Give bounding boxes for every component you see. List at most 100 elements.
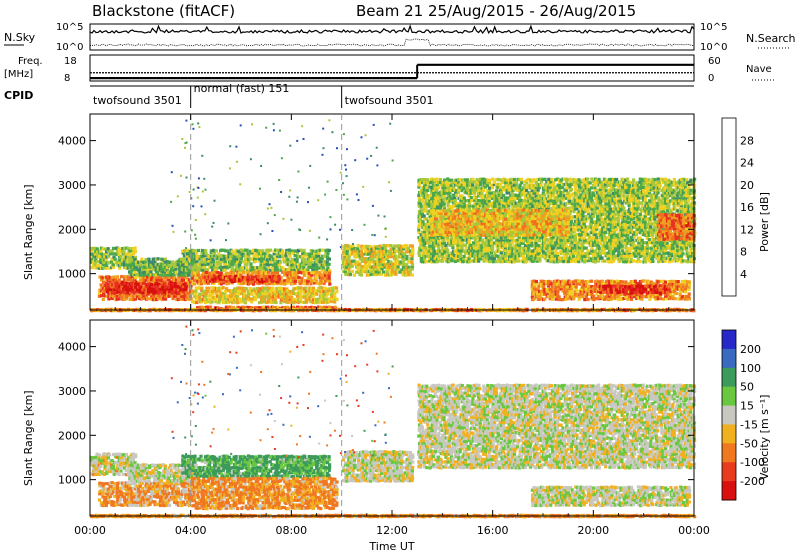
echo-cell	[134, 282, 138, 286]
echo-cell	[246, 257, 250, 261]
echo-cell	[490, 238, 494, 242]
echo-cell	[541, 177, 545, 181]
echo-cell	[151, 273, 155, 277]
echo-cell	[265, 292, 269, 296]
echo-cell	[295, 257, 299, 261]
echo-cell	[493, 201, 497, 205]
echo-cell	[392, 244, 397, 248]
echo-cell	[124, 275, 128, 279]
echo-cell	[503, 201, 507, 206]
echo-cell	[187, 291, 191, 295]
echo-cell	[221, 277, 225, 282]
echo-cell	[422, 225, 426, 229]
echo-cell	[374, 259, 378, 263]
nsky-line	[89, 24, 695, 35]
echo-cell	[297, 255, 301, 259]
echo-cell	[300, 249, 304, 253]
echo-cell	[124, 278, 128, 282]
echo-cell	[457, 188, 461, 192]
echo-cell	[406, 270, 411, 274]
echo-cell	[534, 189, 538, 193]
echo-cell	[549, 260, 553, 264]
echo-cell	[372, 247, 376, 251]
nsearch-tick-top: 10^5	[700, 22, 727, 33]
echo-cell	[238, 255, 242, 259]
echo-cell	[322, 297, 326, 301]
echo-cell	[171, 268, 175, 272]
echo-cell	[471, 177, 475, 181]
echo-cell	[505, 259, 509, 263]
echo-cell	[279, 295, 283, 299]
echo-cell	[118, 290, 122, 294]
echo-cell	[469, 188, 473, 192]
echo-cell	[509, 177, 513, 181]
echo-cell	[156, 262, 160, 267]
echo-cell	[543, 186, 547, 190]
echo-cell	[236, 286, 240, 290]
echo-cell	[191, 268, 195, 272]
echo-cell	[473, 186, 477, 190]
echo-cell	[444, 236, 448, 240]
echo-cell	[402, 247, 406, 251]
echo-cell	[259, 287, 263, 291]
echo-cell	[438, 180, 443, 185]
echo-cell	[514, 181, 519, 185]
echo-cell	[103, 288, 107, 292]
echo-cell	[417, 253, 421, 258]
echo-cell	[409, 249, 413, 253]
echo-cell	[354, 262, 359, 266]
echo-cell	[525, 241, 529, 246]
echo-cell	[398, 252, 402, 256]
echo-cell	[547, 177, 551, 181]
echo-cell	[256, 251, 260, 255]
echo-cell	[269, 260, 273, 264]
echo-cell	[253, 306, 258, 310]
echo-cell	[383, 252, 388, 256]
echo-cell	[266, 294, 270, 299]
echo-cell	[254, 251, 258, 256]
echo-cell	[342, 255, 346, 259]
echo-cell	[297, 294, 301, 298]
echo-cell	[442, 235, 446, 240]
echo-cell	[212, 286, 216, 290]
echo-cell	[460, 189, 464, 193]
echo-cell	[140, 257, 144, 261]
echo-cell	[419, 248, 423, 252]
echo-cell	[220, 265, 224, 269]
echo-cell	[128, 288, 132, 292]
echo-cell	[271, 282, 276, 286]
echo-cell	[458, 235, 462, 239]
echo-cell	[247, 268, 251, 272]
echo-cell	[523, 196, 527, 200]
echo-cell	[429, 235, 434, 239]
echo-cell	[500, 212, 504, 216]
echo-cell	[94, 266, 98, 270]
echo-cell	[460, 236, 464, 240]
echo-cell	[248, 257, 253, 261]
echo-cell	[320, 268, 324, 272]
echo-cell	[186, 252, 190, 256]
echo-cell	[293, 287, 297, 291]
echo-cell	[423, 257, 427, 261]
echo-cell	[520, 181, 524, 185]
echo-cell	[444, 185, 448, 190]
echo-cell	[518, 246, 522, 250]
echo-cell	[252, 248, 256, 252]
echo-cell	[503, 178, 507, 182]
echo-cell	[268, 254, 272, 258]
echo-cell	[202, 257, 206, 261]
echo-cell	[110, 285, 114, 289]
echo-cell	[123, 281, 127, 286]
echo-cell	[234, 277, 238, 281]
echo-cell	[159, 294, 163, 298]
echo-cell	[117, 297, 121, 301]
echo-cell	[398, 270, 402, 274]
echo-cell	[295, 271, 299, 275]
freq-unit-label: [MHz]	[4, 69, 33, 80]
echo-cell	[388, 252, 393, 256]
echo-cell	[174, 267, 178, 271]
echo-cell	[196, 281, 200, 285]
echo-cell	[420, 188, 424, 192]
echo-cell	[437, 186, 441, 190]
echo-cell	[313, 279, 317, 283]
